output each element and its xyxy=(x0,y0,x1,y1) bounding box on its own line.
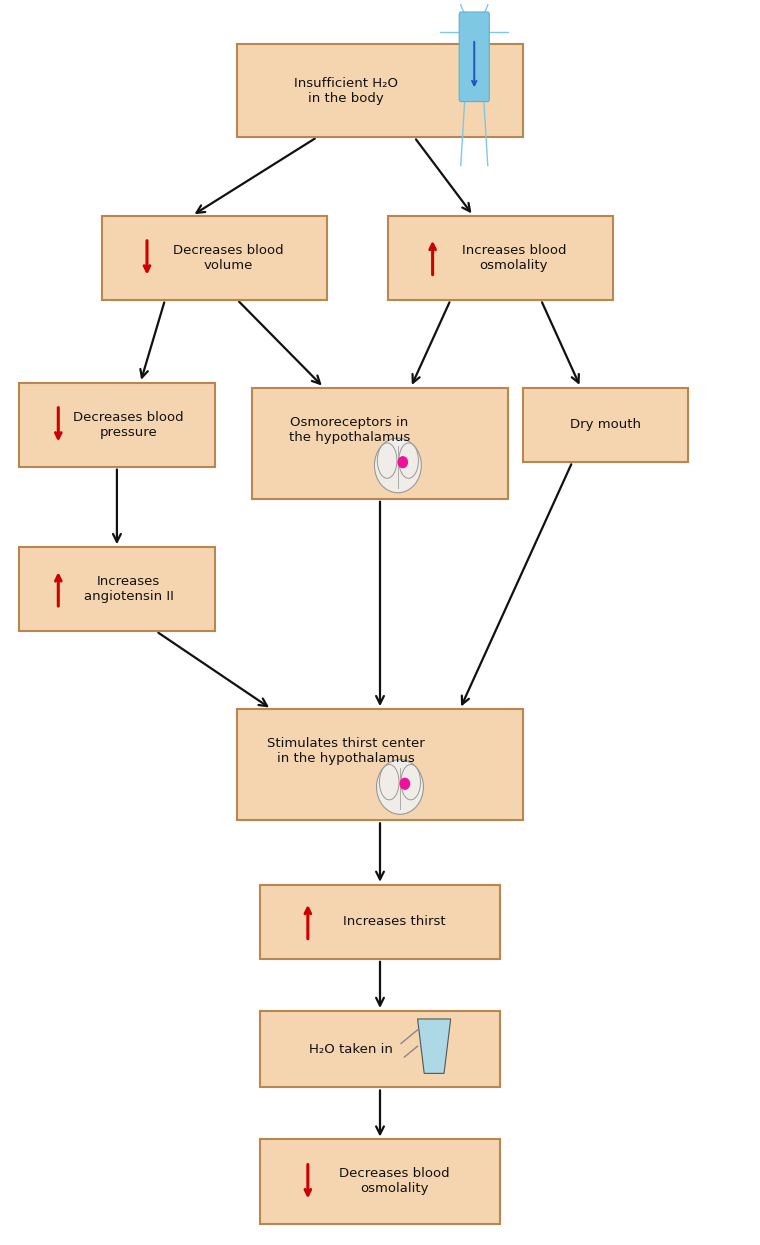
Text: Insufficient H₂O
in the body: Insufficient H₂O in the body xyxy=(293,77,397,105)
Ellipse shape xyxy=(397,456,408,468)
Text: H₂O taken in: H₂O taken in xyxy=(309,1042,393,1056)
Text: Increases blood
osmolality: Increases blood osmolality xyxy=(461,244,566,271)
FancyBboxPatch shape xyxy=(19,547,214,631)
FancyBboxPatch shape xyxy=(260,1011,500,1087)
Ellipse shape xyxy=(376,759,423,814)
Polygon shape xyxy=(417,1018,451,1073)
FancyBboxPatch shape xyxy=(459,12,489,102)
FancyBboxPatch shape xyxy=(388,215,613,300)
Circle shape xyxy=(459,0,489,19)
FancyBboxPatch shape xyxy=(523,387,689,462)
Text: Decreases blood
volume: Decreases blood volume xyxy=(173,244,283,271)
Ellipse shape xyxy=(379,764,399,799)
Text: Increases
angiotensin II: Increases angiotensin II xyxy=(84,575,173,603)
FancyBboxPatch shape xyxy=(252,387,508,499)
Text: Stimulates thirst center
in the hypothalamus: Stimulates thirst center in the hypothal… xyxy=(267,737,425,766)
Text: Decreases blood
pressure: Decreases blood pressure xyxy=(73,411,184,438)
Text: Osmoreceptors in
the hypothalamus: Osmoreceptors in the hypothalamus xyxy=(289,416,410,443)
Text: Dry mouth: Dry mouth xyxy=(570,418,641,431)
FancyBboxPatch shape xyxy=(237,45,523,137)
Ellipse shape xyxy=(378,443,397,478)
FancyBboxPatch shape xyxy=(260,1139,500,1224)
FancyBboxPatch shape xyxy=(102,215,328,300)
Text: Decreases blood
osmolality: Decreases blood osmolality xyxy=(339,1168,450,1195)
Ellipse shape xyxy=(400,778,410,789)
FancyBboxPatch shape xyxy=(260,885,500,959)
Ellipse shape xyxy=(399,443,419,478)
Ellipse shape xyxy=(401,764,420,799)
FancyBboxPatch shape xyxy=(19,382,214,467)
Text: Increases thirst: Increases thirst xyxy=(343,915,446,929)
FancyBboxPatch shape xyxy=(237,710,523,820)
Ellipse shape xyxy=(375,438,421,493)
